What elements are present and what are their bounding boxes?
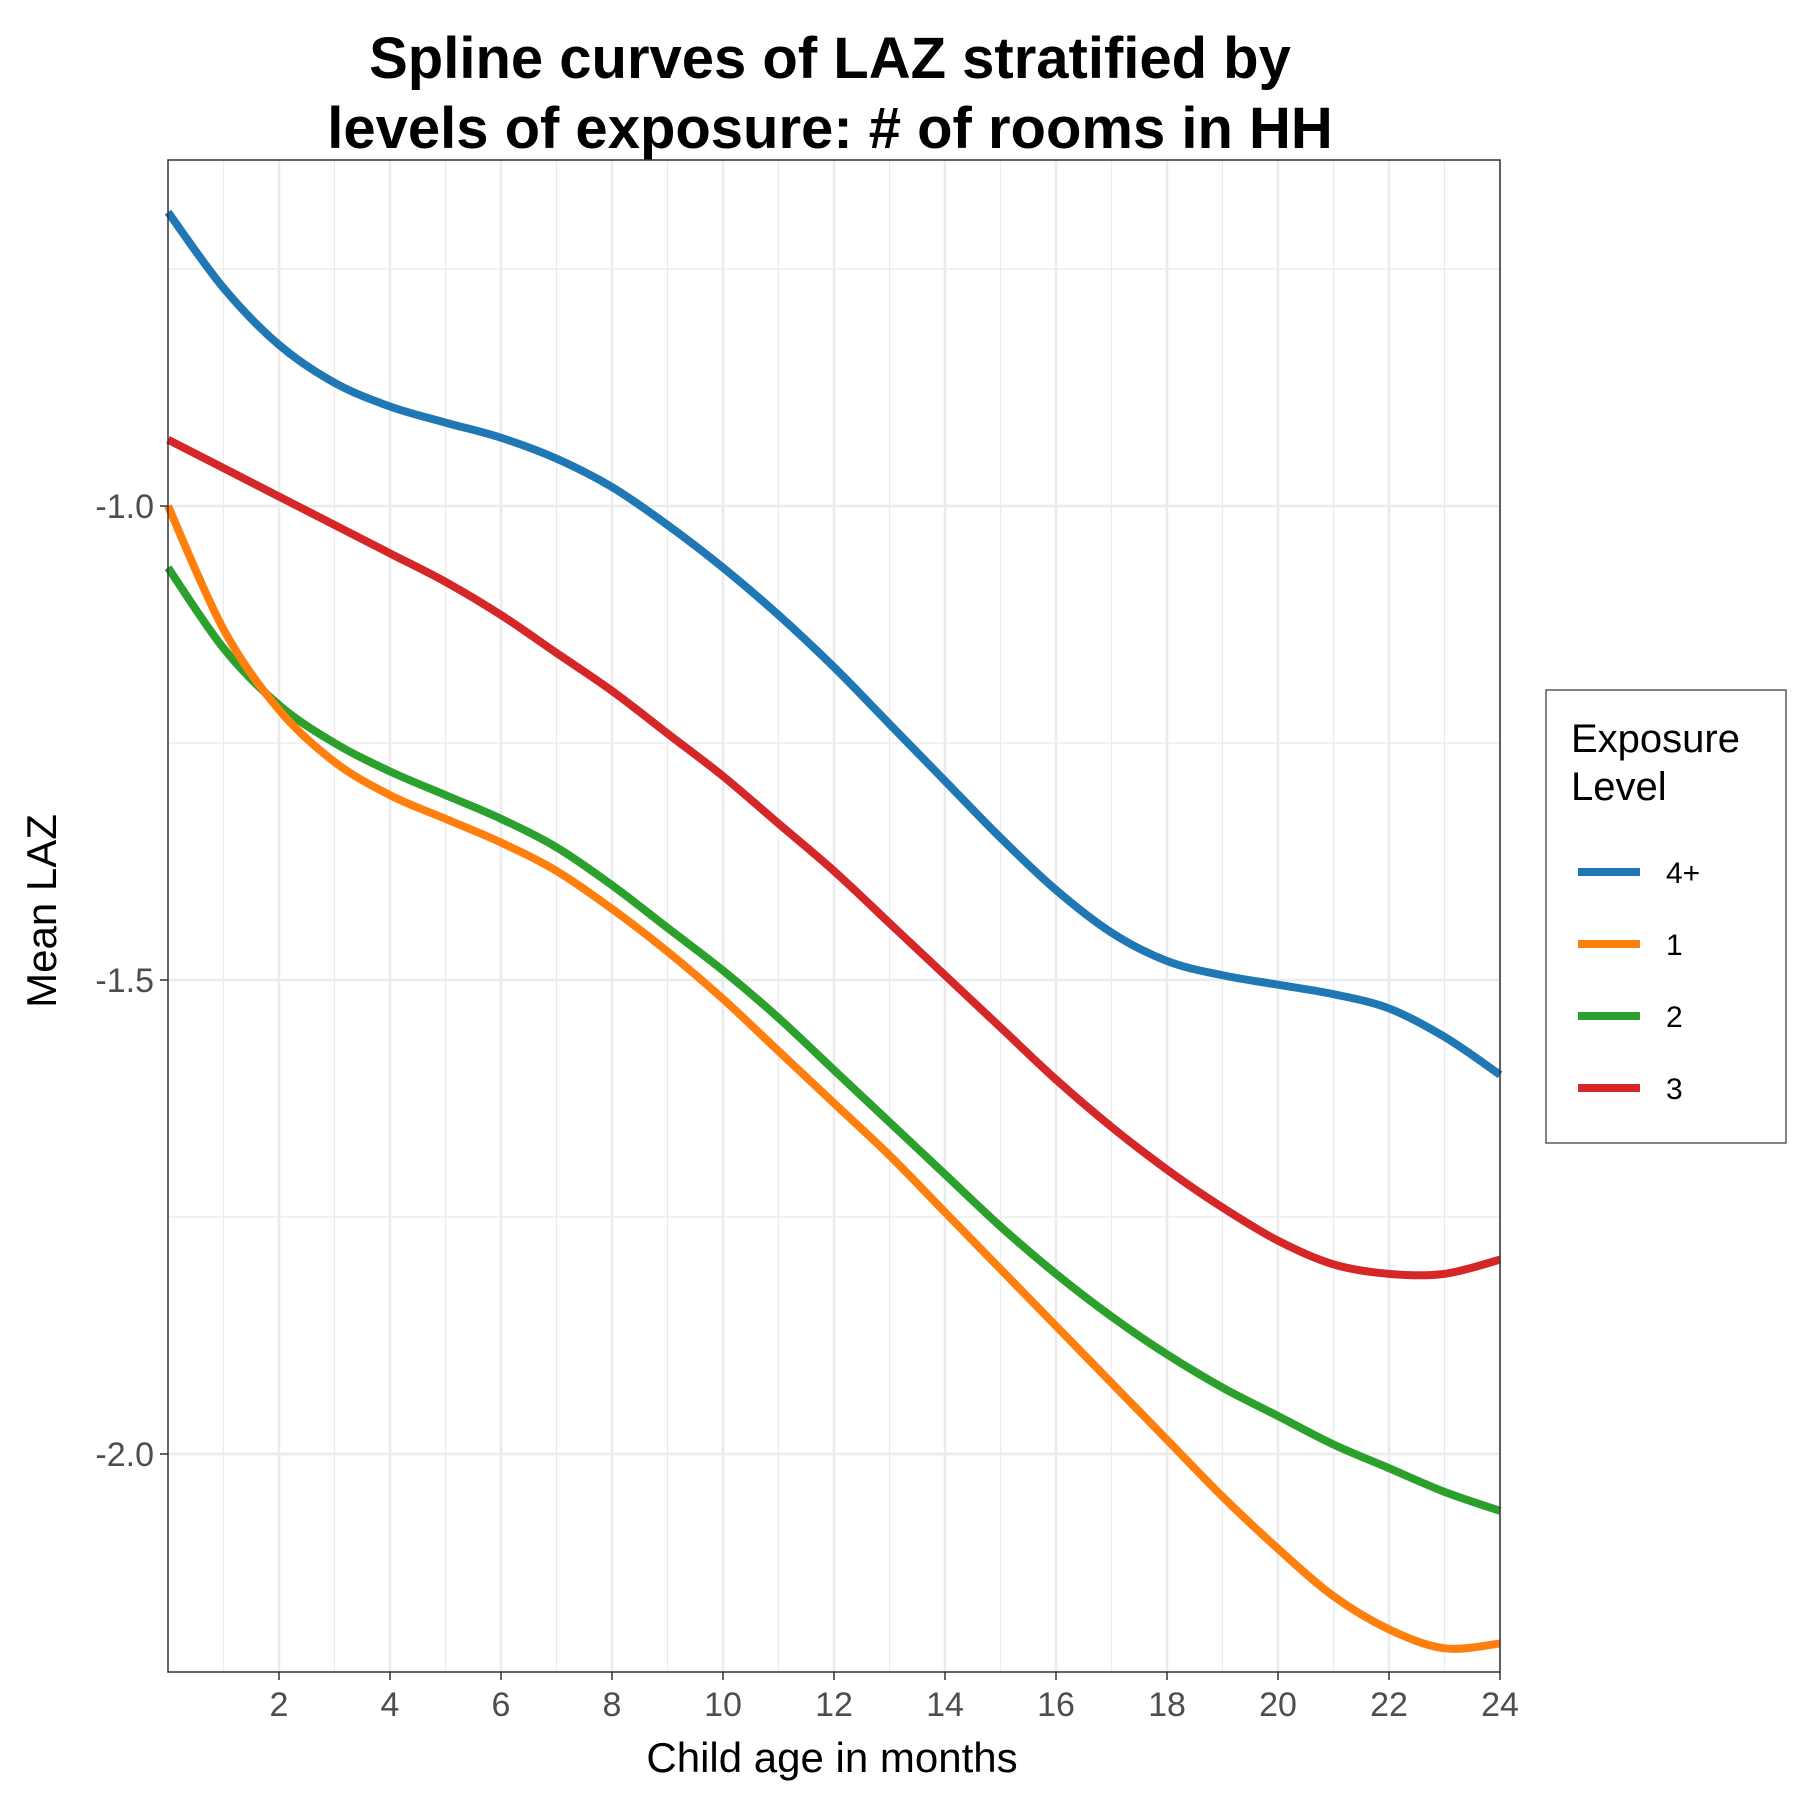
x-tick-label: 6 [492, 1686, 511, 1724]
x-tick-label: 24 [1481, 1686, 1519, 1724]
x-tick-label: 2 [270, 1686, 289, 1724]
plot-panel [164, 159, 1503, 1673]
legend-box [1545, 689, 1787, 1144]
legend: Exposure Level 4+ 1 2 3 [1545, 689, 1787, 1144]
x-tick-label: 20 [1259, 1686, 1297, 1724]
chart-title-line-2: levels of exposure: # of rooms in HH [327, 96, 1333, 161]
series-line-2 [164, 565, 1502, 1515]
series-line-3 [166, 436, 1502, 1280]
legend-title-line-1: Exposure [1571, 717, 1740, 761]
y-axis: -1.0 -1.5 -2.0 [95, 488, 168, 1474]
legend-items: 4+ 1 2 3 [1578, 857, 1700, 1106]
legend-item: 4+ [1578, 857, 1700, 890]
legend-title-line-2: Level [1571, 765, 1667, 809]
gridlines [168, 160, 1502, 1672]
x-tick-label: 18 [1148, 1686, 1186, 1724]
legend-item: 3 [1578, 1073, 1683, 1106]
x-tick-label: 14 [926, 1686, 964, 1724]
series-line-4plus [164, 209, 1503, 1079]
x-tick-label: 16 [1037, 1686, 1075, 1724]
legend-label: 2 [1666, 1001, 1683, 1034]
x-tick-label: 10 [704, 1686, 742, 1724]
x-axis: 2 4 6 8 10 12 14 16 18 20 22 24 [270, 1672, 1519, 1724]
x-tick-label: 22 [1370, 1686, 1408, 1724]
legend-label: 4+ [1666, 857, 1700, 890]
chart-title-line-1: Spline curves of LAZ stratified by [369, 26, 1291, 91]
legend-item: 2 [1578, 1001, 1683, 1034]
y-tick-label: -1.0 [95, 488, 154, 526]
legend-label: 1 [1666, 929, 1683, 962]
x-tick-label: 8 [603, 1686, 622, 1724]
legend-label: 3 [1666, 1073, 1683, 1106]
series-lines [164, 209, 1503, 1653]
series-line-1 [164, 504, 1501, 1653]
legend-item: 1 [1578, 929, 1683, 962]
x-tick-label: 12 [815, 1686, 853, 1724]
y-tick-label: -2.0 [95, 1436, 154, 1474]
x-tick-label: 4 [381, 1686, 400, 1724]
y-tick-label: -1.5 [95, 962, 154, 1000]
x-axis-title: Child age in months [646, 1734, 1017, 1781]
y-axis-title: Mean LAZ [18, 814, 65, 1008]
